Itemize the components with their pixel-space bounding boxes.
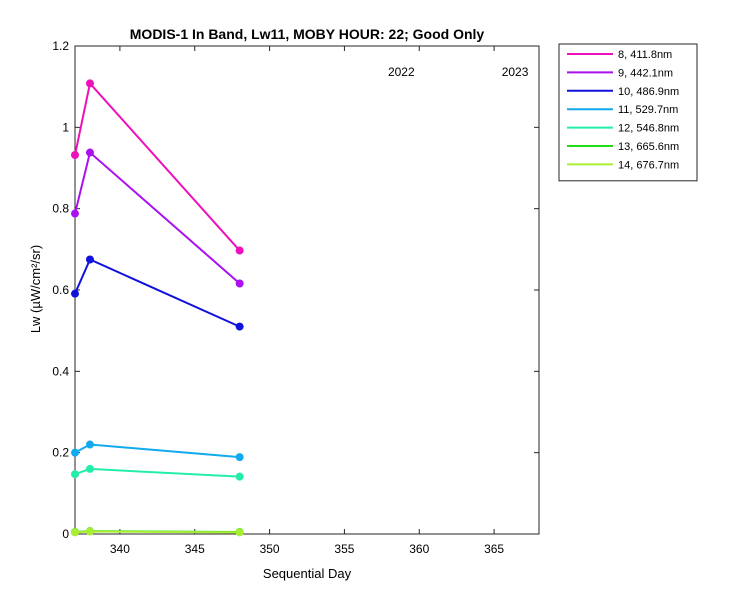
x-tick-label: 360: [409, 542, 429, 556]
data-point: [71, 448, 79, 457]
y-tick-label: 0.8: [52, 202, 69, 216]
legend-label: 10, 486.9nm: [618, 86, 679, 98]
year-label: 2023: [502, 65, 529, 79]
plot-area: 340 345 350 355 360 365 0 0.2 0.4 0.6 0.8 1 1.2 2022 2…: [52, 39, 540, 556]
chart-title: MODIS-1 In Band, Lw11, MOBY HOUR: 22; Go…: [130, 26, 485, 42]
series-line: [74, 258, 241, 328]
year-label: 2022: [388, 65, 415, 79]
y-axis-label: Lw (µW/cm²/sr): [28, 245, 43, 333]
legend-label: 14, 676.7nm: [618, 159, 679, 171]
legend-label: 11, 529.7nm: [618, 104, 678, 116]
series-line: [74, 530, 240, 534]
plot-frame: [74, 45, 540, 535]
data-point: [235, 472, 244, 481]
x-tick-label: 345: [185, 542, 205, 556]
data-point: [71, 150, 79, 159]
legend: 8, 411.8nm 9, 442.1nm 10, 486.9nm 11, 529.7…: [558, 43, 698, 182]
y-tick-label: 0.2: [52, 446, 69, 460]
data-point: [85, 464, 94, 473]
series-line: [74, 81, 241, 252]
data-point: [85, 527, 94, 536]
data-point: [71, 470, 79, 479]
x-tick-label: 365: [484, 542, 504, 556]
y-tick-label: 1.2: [52, 39, 69, 53]
x-tick-label: 340: [110, 542, 130, 556]
legend-label: 8, 411.8nm: [618, 49, 672, 61]
legend-box: [558, 43, 698, 182]
data-point: [85, 440, 94, 449]
series-line: [74, 467, 240, 478]
data-point: [235, 279, 244, 288]
series-line: [74, 443, 240, 459]
data-point: [85, 255, 94, 264]
data-point: [235, 246, 244, 255]
data-point: [235, 322, 244, 331]
legend-label: 12, 546.8nm: [618, 123, 679, 135]
legend-label: 13, 665.6nm: [618, 141, 679, 153]
data-point: [85, 79, 94, 88]
y-tick-label: 0.4: [52, 364, 69, 378]
data-point: [235, 453, 244, 462]
data-point: [71, 289, 79, 298]
data-point: [85, 148, 94, 157]
x-tick-label: 355: [334, 542, 354, 556]
y-tick-label: 0.6: [52, 283, 69, 297]
x-axis-label: Sequential Day: [263, 566, 352, 581]
data-point: [71, 528, 79, 537]
legend-label: 9, 442.1nm: [618, 67, 673, 79]
x-tick-label: 350: [260, 542, 280, 556]
y-tick-label: 0: [62, 527, 69, 541]
data-point: [235, 528, 244, 537]
y-tick-label: 1: [62, 120, 69, 134]
data-point: [71, 209, 79, 218]
